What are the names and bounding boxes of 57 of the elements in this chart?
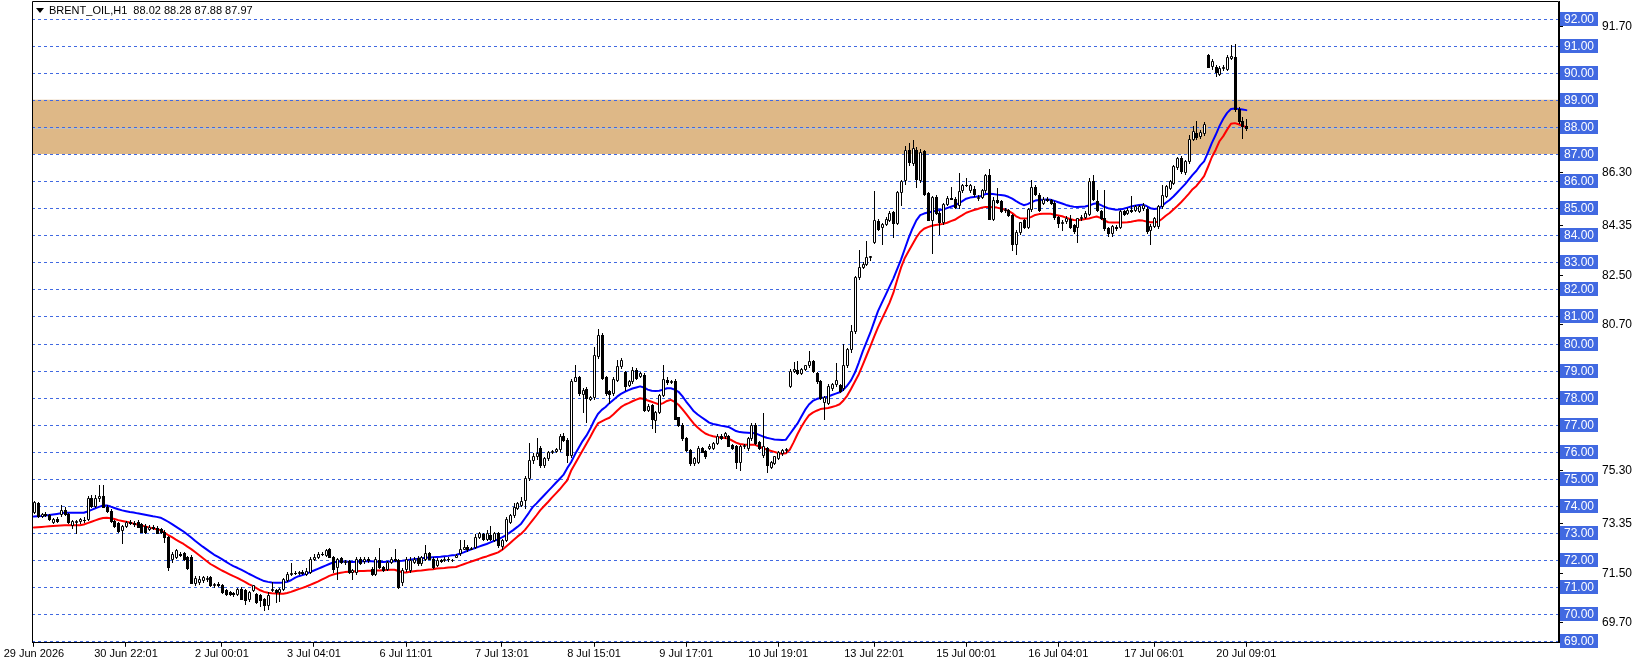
candlestick [651, 403, 654, 430]
ref-line-label: 90.00 [1563, 65, 1595, 80]
x-tick-label: 16 Jul 04:01 [1028, 647, 1089, 660]
ref-line-label: 71.00 [1563, 579, 1595, 594]
ref-line-label: 87.00 [1563, 146, 1595, 161]
ref-line-label: 86.00 [1563, 173, 1595, 188]
candlestick [766, 446, 769, 474]
ref-line-label: 83.00 [1563, 254, 1595, 269]
x-tick-label: 9 Jul 17:01 [659, 647, 714, 660]
x-tick-label: 6 Jul 11:01 [379, 647, 433, 660]
x-tick-label: 29 Jun 2026 [3, 647, 65, 660]
candlestick [578, 375, 581, 397]
ref-line-label: 73.00 [1563, 525, 1595, 540]
ref-line-label: 85.00 [1563, 200, 1595, 215]
y-tick-label: 71.50 [1602, 566, 1633, 581]
y-tick-label: 82.50 [1602, 268, 1633, 283]
candlestick [624, 370, 627, 392]
chart-title: BRENT_OIL,H1 88.02 88.28 87.88 87.97 [49, 4, 253, 17]
x-tick-label: 10 Jul 19:01 [748, 647, 809, 660]
x-tick-label: 30 Jun 22:01 [94, 647, 158, 660]
ref-line-label: 78.00 [1563, 390, 1595, 405]
ref-line-label: 82.00 [1563, 281, 1595, 296]
ref-line-label: 76.00 [1563, 444, 1595, 459]
x-tick-label: 2 Jul 00:01 [195, 647, 249, 660]
y-tick-label: 91.70 [1602, 19, 1633, 34]
ref-line-label: 81.00 [1563, 308, 1595, 323]
ref-line-label: 77.00 [1563, 417, 1595, 432]
ref-line-label: 84.00 [1563, 227, 1595, 242]
candlestick [1038, 192, 1041, 213]
y-tick-label: 80.70 [1602, 316, 1633, 331]
x-tick-label: 17 Jul 06:01 [1124, 647, 1185, 660]
ref-line-label: 72.00 [1563, 552, 1595, 567]
x-tick-label: 7 Jul 13:01 [475, 647, 529, 660]
ref-line-label: 92.00 [1563, 11, 1595, 26]
candlestick [585, 386, 588, 424]
x-tick-label: 3 Jul 04:01 [287, 647, 341, 660]
candlestick [1096, 189, 1099, 213]
ref-line-label: 91.00 [1563, 38, 1595, 53]
ref-line-label: 69.00 [1563, 633, 1595, 648]
ref-line-label: 89.00 [1563, 92, 1595, 107]
ref-line-label: 74.00 [1563, 498, 1595, 513]
ref-line-label: 75.00 [1563, 471, 1595, 486]
y-tick-label: 73.35 [1602, 515, 1633, 530]
y-tick-label: 86.30 [1602, 165, 1633, 180]
y-tick-label: 84.35 [1602, 218, 1633, 233]
y-tick-label: 69.70 [1602, 614, 1633, 629]
ref-line-label: 80.00 [1563, 336, 1595, 351]
ref-line-label: 70.00 [1563, 606, 1595, 621]
x-tick-label: 15 Jul 00:01 [936, 647, 997, 660]
candlestick [754, 422, 757, 446]
y-tick-label: 75.30 [1602, 463, 1633, 478]
x-tick-label: 8 Jul 15:01 [567, 647, 621, 660]
ref-line-label: 88.00 [1563, 119, 1595, 134]
ref-line-label: 79.00 [1563, 363, 1595, 378]
x-tick-label: 20 Jul 09:01 [1216, 647, 1277, 660]
candlestick [735, 444, 738, 470]
x-tick-label: 13 Jul 22:01 [844, 647, 905, 660]
